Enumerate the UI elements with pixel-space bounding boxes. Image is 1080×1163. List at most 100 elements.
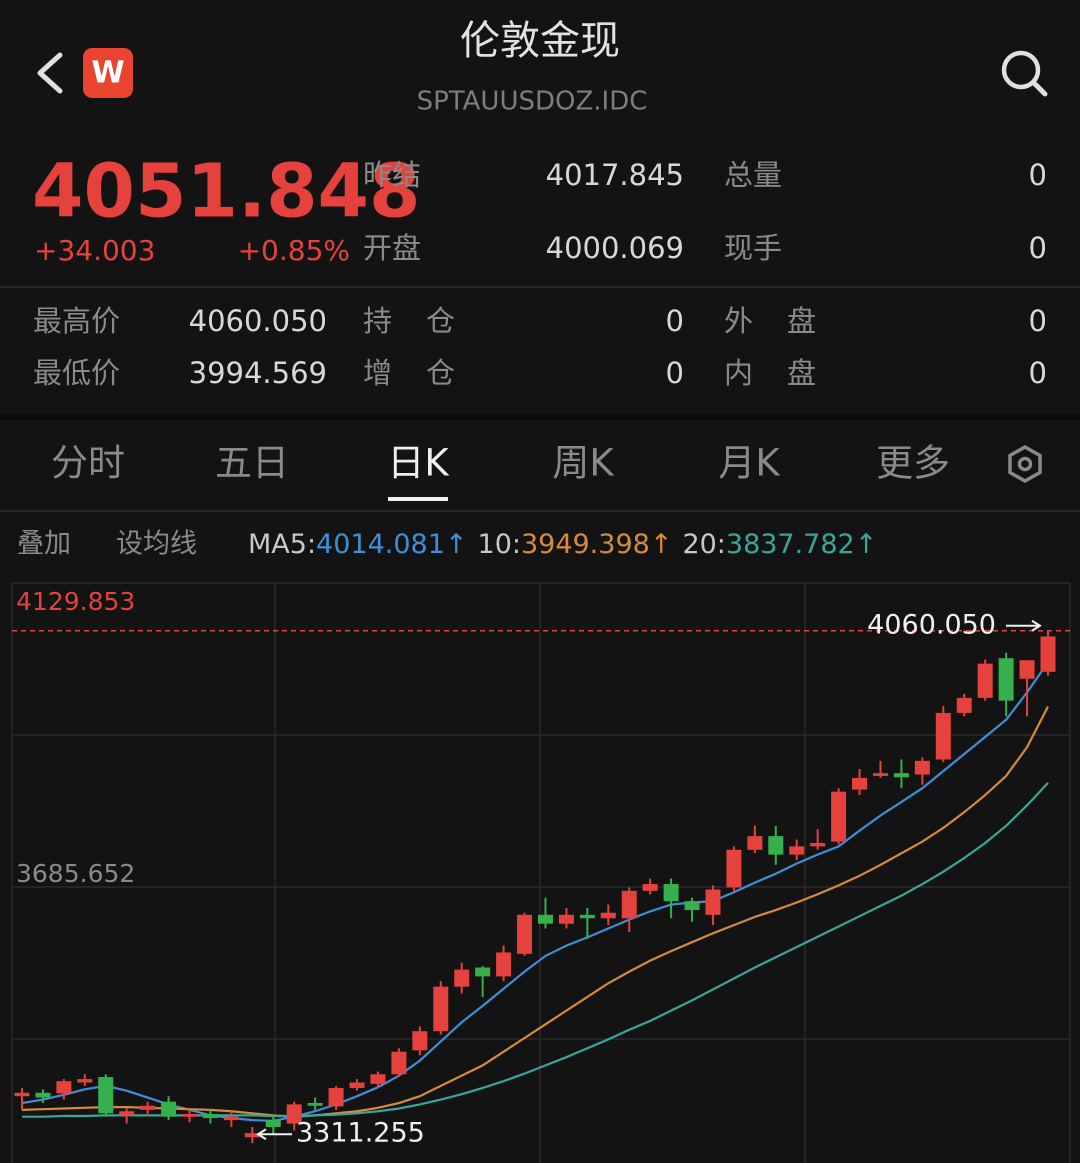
stat-label: 最低价 <box>33 356 120 390</box>
stat-value: 0 <box>1029 304 1047 338</box>
candle-body <box>893 773 909 778</box>
candle-body <box>684 901 700 911</box>
ma-line <box>21 705 1049 1118</box>
candle-body <box>558 914 574 924</box>
search-icon <box>1031 80 1048 97</box>
candle-body <box>412 1031 428 1051</box>
candle-body <box>810 842 826 847</box>
ma-name: 20: <box>682 529 725 560</box>
settings-icon <box>1017 456 1033 472</box>
min-label: 3311.255 <box>296 1118 425 1149</box>
stat-label: 现手 <box>724 231 782 265</box>
candle-body <box>1019 660 1035 679</box>
candle-body <box>140 1105 156 1110</box>
change-pct: +0.85% <box>238 234 350 267</box>
toolbar-button[interactable]: 叠加 <box>17 529 71 560</box>
ma-value: 4014.081 <box>316 529 445 560</box>
candle-body <box>956 697 972 713</box>
toolbar-button[interactable]: 设均线 <box>116 529 197 560</box>
ma-value: 3837.782 <box>726 529 855 560</box>
candle-body <box>747 836 763 850</box>
stat-value: 3994.569 <box>189 356 327 390</box>
candle-body <box>328 1087 344 1107</box>
candle-body <box>537 914 553 924</box>
candle-body <box>433 986 449 1032</box>
candle-body <box>831 791 847 842</box>
candle-body <box>307 1103 323 1106</box>
candle-body <box>579 914 595 919</box>
candle-body <box>56 1081 72 1094</box>
stat-value: 0 <box>666 356 684 390</box>
stat-value: 0 <box>666 304 684 338</box>
tab[interactable]: 更多 <box>876 442 950 485</box>
stat-value: 4017.845 <box>546 158 684 192</box>
tab[interactable]: 日K <box>387 442 450 485</box>
candle-body <box>14 1092 30 1097</box>
candle-body <box>161 1101 177 1117</box>
title: 伦敦金现 <box>460 18 620 64</box>
candle-body <box>370 1074 386 1084</box>
tab[interactable]: 月K <box>718 442 781 485</box>
stat-value: 4000.069 <box>546 231 684 265</box>
ma-name: 10: <box>478 529 521 560</box>
candle-body <box>726 849 742 888</box>
candle-body <box>286 1104 302 1124</box>
candle-body <box>265 1120 281 1127</box>
price: 4051.848 <box>32 149 421 235</box>
candle-body <box>768 836 784 855</box>
candle-body <box>119 1111 135 1116</box>
back-button[interactable] <box>37 52 63 94</box>
tab[interactable]: 五日 <box>215 442 289 485</box>
tab-indicator <box>388 497 448 501</box>
subtitle: SPTAUUSDOZ.IDC <box>417 87 648 117</box>
min-arrow <box>256 1128 292 1141</box>
ma-trend: ↑ <box>650 529 673 560</box>
stat-value: 0 <box>1029 231 1047 265</box>
candle-body <box>391 1051 407 1075</box>
y-tick-label: 3685.652 <box>16 859 135 888</box>
ma-legend: MA5:4014.081↑ 10:3949.398↑ 20:3837.782↑ <box>248 529 877 560</box>
candle-body <box>852 777 868 790</box>
stat-label: 昨结 <box>363 158 421 192</box>
candle-body <box>475 967 491 977</box>
search-icon <box>1001 50 1041 90</box>
tab[interactable]: 周K <box>552 442 615 485</box>
max-label: 4060.050 <box>867 609 996 640</box>
settings-icon <box>1008 444 1042 484</box>
tab-bar: 分时 五日 日K 周K 月K 更多 <box>51 442 950 501</box>
ma-trend: ↑ <box>445 529 468 560</box>
candle-body <box>998 658 1014 701</box>
ma-trend: ↑ <box>855 529 878 560</box>
stat-value: 0 <box>1029 158 1047 192</box>
candle-body <box>935 712 951 760</box>
candle-body <box>705 889 721 915</box>
candle-body <box>77 1079 93 1083</box>
ma-line <box>21 661 1049 1122</box>
candle-body <box>1040 636 1056 672</box>
stat-label: 开盘 <box>363 231 421 265</box>
candle-body <box>642 884 658 891</box>
stat-value: 4060.050 <box>189 304 327 338</box>
candle-body <box>223 1116 239 1121</box>
logo <box>83 48 133 98</box>
candle-body <box>789 846 805 855</box>
settings-button[interactable] <box>1008 444 1042 484</box>
candle-body <box>977 663 993 698</box>
candle-body <box>202 1113 218 1119</box>
tab[interactable]: 分时 <box>51 442 125 485</box>
y-tick-label: 4129.853 <box>16 587 135 616</box>
candle-body <box>98 1077 114 1114</box>
candle-body <box>35 1092 51 1098</box>
candle-body <box>872 773 888 776</box>
candle-body <box>182 1113 198 1117</box>
candle-body <box>349 1082 365 1088</box>
change: +34.003 <box>34 234 155 267</box>
ma-name: MA5: <box>248 529 316 560</box>
ma-value: 3949.398 <box>521 529 650 560</box>
candle-body <box>454 969 470 987</box>
candle-body <box>663 884 679 902</box>
search-button[interactable] <box>1001 50 1048 97</box>
